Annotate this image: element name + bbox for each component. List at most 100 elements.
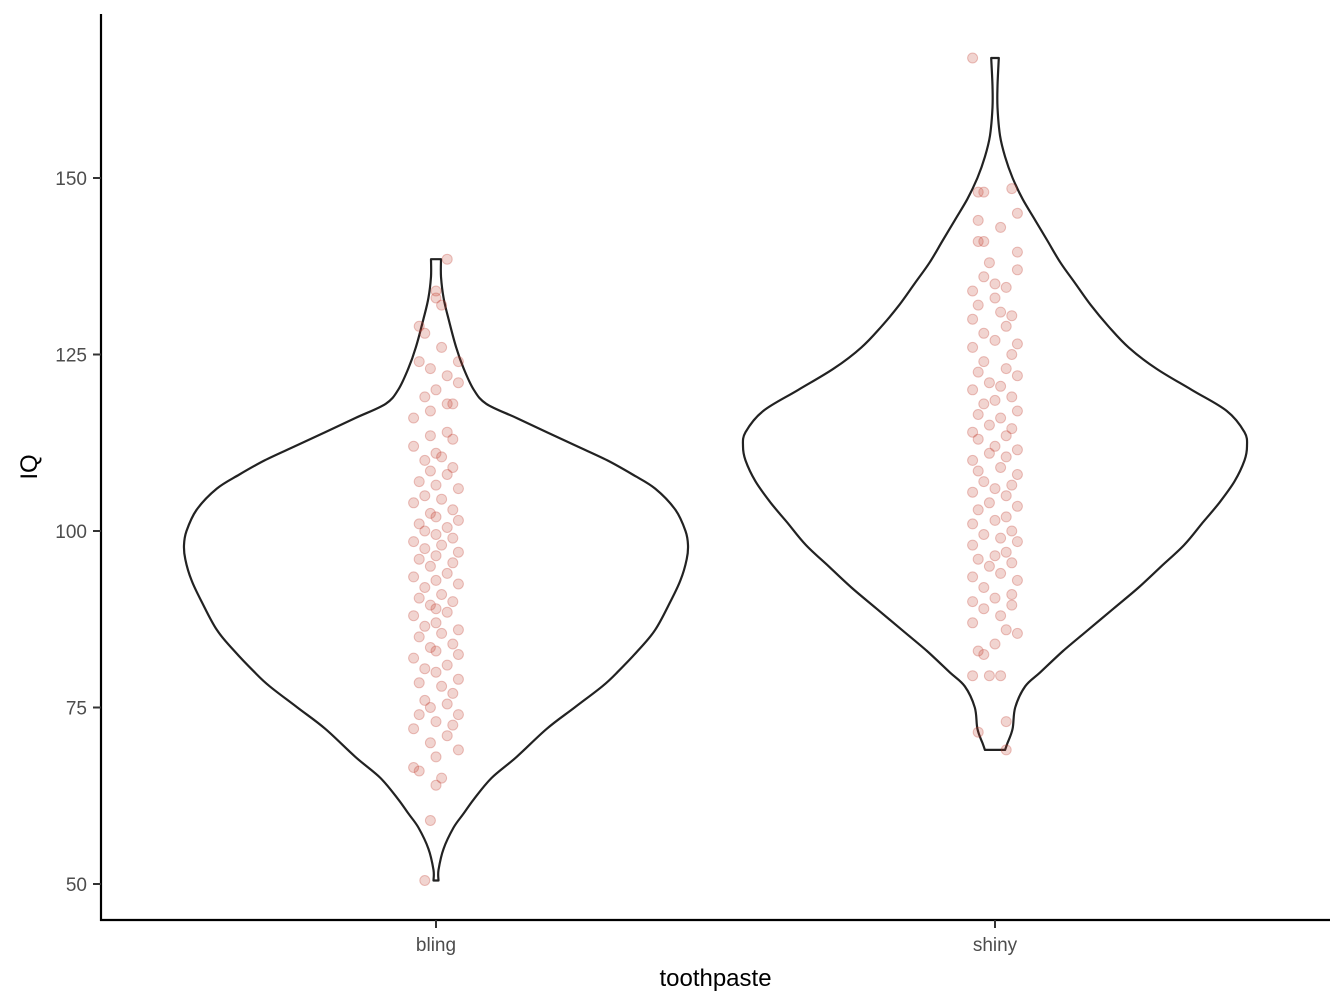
data-point-bling [452, 624, 464, 636]
y-tick-label: 50 [66, 875, 87, 896]
data-point-bling [452, 744, 464, 756]
data-point-bling [419, 454, 431, 466]
data-point-bling [419, 391, 431, 403]
data-point-bling [419, 875, 431, 886]
data-point-shiny [989, 483, 1001, 495]
data-point-bling [419, 620, 431, 632]
data-point-bling [441, 659, 453, 671]
data-point-shiny [972, 433, 984, 445]
data-point-shiny [989, 440, 1001, 452]
data-point-bling [447, 719, 459, 731]
data-point-shiny [978, 398, 990, 410]
data-point-shiny [978, 603, 990, 615]
data-point-bling [441, 606, 453, 618]
data-point-shiny [1006, 423, 1018, 435]
data-point-bling [424, 465, 436, 477]
data-point-bling [436, 451, 448, 463]
data-point-bling [447, 557, 459, 569]
data-point-shiny [972, 465, 984, 477]
violins-layer [182, 56, 1249, 882]
data-point-bling [419, 663, 431, 675]
data-point-bling [447, 638, 459, 650]
data-point-shiny [989, 292, 1001, 304]
data-point-shiny [978, 356, 990, 368]
data-point-shiny [967, 617, 979, 629]
data-point-shiny [983, 670, 995, 682]
data-point-shiny [967, 571, 979, 583]
y-axis-title: IQ [16, 454, 43, 479]
violin-bling [182, 258, 690, 882]
data-point-shiny [978, 186, 990, 198]
data-point-bling [430, 447, 442, 459]
data-point-shiny [1011, 246, 1023, 258]
data-point-bling [441, 522, 453, 533]
data-point-shiny [972, 504, 984, 516]
data-point-bling [408, 723, 420, 735]
data-point-shiny [983, 377, 995, 389]
data-point-bling [430, 716, 442, 728]
data-point-shiny [983, 257, 995, 269]
data-point-bling [424, 815, 436, 826]
data-point-bling [424, 599, 436, 611]
data-point-bling [430, 574, 442, 586]
jitter-points-layer [408, 52, 1023, 886]
x-axis-title: toothpaste [659, 965, 771, 992]
data-point-shiny [983, 497, 995, 509]
data-point-shiny [1000, 281, 1012, 293]
data-point-shiny [1000, 430, 1012, 442]
data-point-shiny [1006, 349, 1018, 360]
data-point-bling [430, 292, 442, 304]
data-point-shiny [1000, 320, 1012, 332]
data-point-shiny [1011, 370, 1023, 382]
data-point-bling [430, 751, 442, 763]
data-point-shiny [967, 486, 979, 498]
data-point-bling [408, 440, 420, 452]
data-point-shiny [995, 412, 1007, 424]
data-point-bling [452, 673, 464, 685]
data-point-bling [419, 490, 431, 502]
data-point-bling [430, 666, 442, 678]
data-point-bling [441, 398, 453, 410]
data-point-shiny [989, 334, 1001, 346]
data-point-bling [436, 493, 448, 505]
data-point-shiny [967, 670, 979, 682]
data-point-shiny [1006, 589, 1018, 600]
data-point-bling [424, 642, 436, 653]
data-point-bling [430, 617, 442, 629]
data-point-shiny [989, 592, 1001, 604]
data-point-shiny [1011, 338, 1023, 350]
data-point-shiny [978, 476, 990, 488]
data-point-shiny [1006, 525, 1018, 537]
data-point-shiny [989, 638, 1001, 650]
data-point-bling [413, 518, 425, 530]
y-tick-label: 75 [66, 699, 87, 720]
data-point-bling [408, 762, 420, 773]
data-point-shiny [967, 384, 979, 396]
data-point-shiny [978, 271, 990, 283]
data-point-bling [413, 765, 425, 777]
data-point-shiny [1006, 391, 1018, 403]
data-point-shiny [972, 236, 984, 247]
data-point-bling [441, 730, 453, 742]
data-point-bling [424, 405, 436, 417]
data-point-shiny [972, 645, 984, 657]
data-point-shiny [967, 518, 979, 530]
data-point-bling [424, 507, 436, 519]
data-point-bling [408, 497, 420, 509]
data-point-shiny [1011, 444, 1023, 456]
data-point-bling [419, 694, 431, 706]
data-point-shiny [972, 726, 984, 738]
data-point-shiny [1000, 716, 1012, 728]
data-point-bling [408, 571, 420, 583]
data-point-bling [452, 356, 464, 368]
data-point-shiny [1000, 363, 1012, 375]
data-point-bling [452, 514, 464, 526]
data-point-shiny [995, 610, 1007, 622]
data-point-shiny [1011, 536, 1023, 548]
data-point-bling [430, 479, 442, 491]
data-point-bling [413, 356, 425, 368]
data-point-bling [436, 299, 448, 311]
data-point-shiny [972, 553, 984, 565]
data-point-bling [447, 687, 459, 699]
data-point-bling [413, 320, 425, 332]
